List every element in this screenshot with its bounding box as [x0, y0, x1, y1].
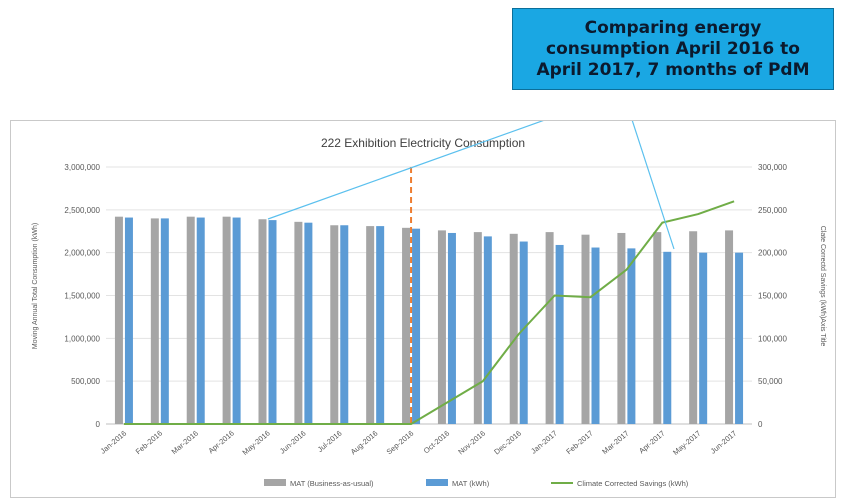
- bar-mat-kwh: [699, 252, 708, 424]
- y-tick-label-right: 300,000: [758, 163, 787, 172]
- bar-mat-bau: [402, 227, 411, 424]
- y-axis-right: 0 50,000 100,000 150,000 200,000 250,000 300,0…: [758, 163, 787, 429]
- x-tick-label: May-2017: [671, 429, 702, 457]
- x-tick-label: Aug-2016: [349, 429, 380, 457]
- x-tick-label: Jun-2016: [278, 429, 308, 456]
- x-tick-label: Sep-2016: [385, 429, 416, 457]
- bar-mat-bau: [653, 232, 662, 424]
- bar-mat-bau: [545, 232, 554, 424]
- bar-mat-kwh: [735, 252, 744, 424]
- x-tick-label: Feb-2016: [134, 429, 164, 457]
- y-tick-label-right: 150,000: [758, 292, 787, 301]
- y-tick-label-left: 1,500,000: [64, 292, 100, 301]
- x-tick-label: Jul-2016: [316, 429, 344, 454]
- bars: [114, 216, 744, 424]
- bar-mat-kwh: [340, 225, 349, 424]
- y-tick-label-left: 500,000: [71, 377, 100, 386]
- bar-mat-bau: [581, 234, 590, 424]
- savings-line: [123, 200, 735, 425]
- callout-pointer-2: [631, 121, 675, 250]
- x-axis: Jan-2016 Feb-2016 Mar-2016 Apr-2016 May-2016…: [98, 429, 738, 457]
- y-tick-label-left: 1,000,000: [64, 334, 100, 343]
- bar-mat-kwh: [232, 217, 241, 424]
- x-tick-label: Jan-2016: [98, 429, 128, 456]
- bar-mat-bau: [509, 233, 518, 424]
- bar-mat-kwh: [591, 247, 600, 424]
- bar-mat-kwh: [447, 232, 456, 424]
- x-tick-label: Mar-2017: [600, 429, 630, 457]
- legend-swatch: [264, 479, 286, 486]
- bar-mat-bau: [617, 232, 626, 424]
- callout-text: Comparing energy consumption April 2016 …: [536, 17, 810, 80]
- x-tick-label: Jun-2017: [709, 429, 739, 456]
- chart-title: 222 Exhibition Electricity Consumption: [321, 136, 525, 150]
- legend-label: MAT (Business-as-usual): [290, 479, 374, 488]
- x-tick-label: Dec-2016: [492, 429, 523, 457]
- x-tick-label: Jan-2017: [529, 429, 559, 456]
- bar-mat-bau: [366, 226, 375, 424]
- bar-mat-bau: [186, 216, 195, 424]
- bar-mat-kwh: [627, 248, 636, 424]
- bar-mat-kwh: [160, 218, 169, 424]
- bar-mat-kwh: [412, 228, 421, 424]
- y-tick-label-right: 50,000: [758, 377, 783, 386]
- bar-mat-kwh: [304, 222, 313, 424]
- chart-svg: 222 Exhibition Electricity Consumption 0…: [32, 121, 826, 488]
- x-tick-label: Feb-2017: [564, 429, 594, 457]
- bar-mat-bau: [114, 216, 123, 424]
- y-axis-left: 0 500,000 1,000,000 1,500,000 2,000,000 2,500…: [64, 163, 100, 429]
- bar-mat-kwh: [268, 220, 277, 424]
- y-tick-label-left: 2,000,000: [64, 249, 100, 258]
- legend: MAT (Business-as-usual) MAT (kWh) Climate …: [264, 479, 689, 488]
- bar-mat-bau: [330, 225, 339, 424]
- y-tick-label-right: 0: [758, 420, 763, 429]
- bar-mat-kwh: [663, 251, 672, 424]
- legend-swatch: [426, 479, 448, 486]
- gridlines: [106, 166, 752, 425]
- bar-mat-kwh: [196, 217, 205, 424]
- x-tick-label: Mar-2016: [170, 429, 200, 457]
- x-tick-label: Apr-2017: [637, 429, 666, 456]
- bar-mat-kwh: [124, 217, 133, 424]
- y-axis-right-title: Clate Correctd Savings (kWh)Axis Title: [819, 226, 826, 347]
- y-tick-label-right: 200,000: [758, 249, 787, 258]
- legend-label: Climate Corrected Savings (kWh): [577, 479, 689, 488]
- legend-label: MAT (kWh): [452, 479, 490, 488]
- y-axis-left-title: Moving Annual Total Consumption (kWh): [32, 223, 39, 349]
- bar-mat-kwh: [519, 241, 528, 424]
- bar-mat-bau: [725, 230, 734, 424]
- y-tick-label-right: 100,000: [758, 334, 787, 343]
- callout-pointer-1: [267, 121, 544, 220]
- bar-mat-bau: [437, 230, 446, 424]
- bar-mat-bau: [222, 216, 231, 424]
- x-tick-label: Apr-2016: [206, 429, 235, 456]
- x-tick-label: Nov-2016: [456, 429, 487, 457]
- bar-mat-bau: [689, 231, 698, 424]
- y-tick-label-right: 250,000: [758, 206, 787, 215]
- bar-mat-bau: [473, 232, 482, 424]
- bar-mat-bau: [294, 221, 303, 424]
- savings-line-group: [123, 200, 735, 425]
- x-tick-label: May-2016: [240, 429, 271, 457]
- y-tick-label-left: 3,000,000: [64, 163, 100, 172]
- chart-frame: 222 Exhibition Electricity Consumption 0…: [10, 120, 836, 498]
- callout-box: Comparing energy consumption April 2016 …: [512, 8, 834, 90]
- bar-mat-kwh: [376, 226, 385, 424]
- bar-mat-kwh: [555, 244, 564, 424]
- bar-mat-bau: [150, 218, 159, 424]
- y-tick-label-left: 2,500,000: [64, 206, 100, 215]
- bar-mat-kwh: [483, 236, 492, 424]
- x-tick-label: Oct-2016: [422, 429, 451, 456]
- y-tick-label-left: 0: [96, 420, 101, 429]
- bar-mat-bau: [258, 219, 267, 424]
